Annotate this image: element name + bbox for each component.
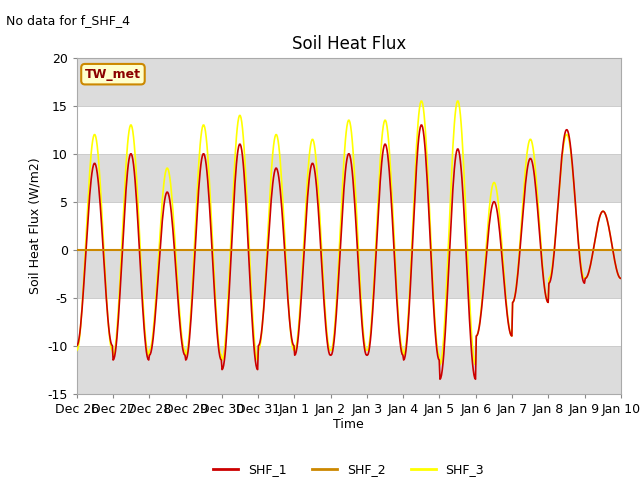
- Text: TW_met: TW_met: [85, 68, 141, 81]
- Bar: [77, 154, 621, 202]
- Bar: [77, 250, 621, 298]
- X-axis label: Time: Time: [333, 419, 364, 432]
- Bar: [77, 346, 621, 394]
- Bar: [77, 58, 621, 106]
- Y-axis label: Soil Heat Flux (W/m2): Soil Heat Flux (W/m2): [29, 157, 42, 294]
- Title: Soil Heat Flux: Soil Heat Flux: [292, 35, 406, 53]
- Legend: SHF_1, SHF_2, SHF_3: SHF_1, SHF_2, SHF_3: [209, 458, 489, 480]
- Text: No data for f_SHF_4: No data for f_SHF_4: [6, 14, 131, 27]
